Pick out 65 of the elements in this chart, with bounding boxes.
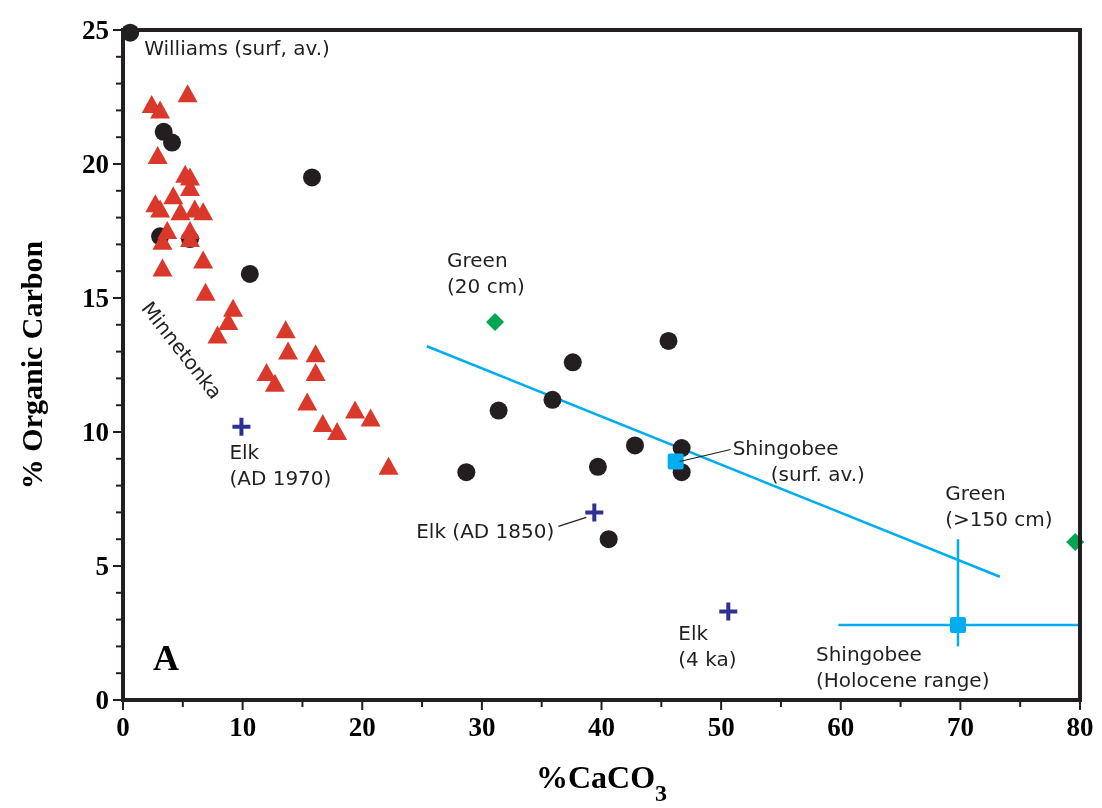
y-tick-label: 20 [82,149,109,180]
x-tick-label: 40 [588,712,615,742]
x-tick-label: 30 [468,712,496,742]
annotation: A [153,638,179,678]
annotation: Elk (AD 1970) [229,439,332,490]
y-tick-label: 25 [82,15,109,46]
y-axis-title: % Organic Carbon [15,240,48,490]
point [360,408,381,427]
point [489,401,508,420]
point [303,168,322,187]
annotation: Williams (surf, av.) [144,35,330,60]
point [147,145,168,164]
y-tick-label: 5 [95,551,109,582]
point [345,400,366,419]
point [667,453,684,470]
y-tick-label: 0 [95,685,109,716]
point [193,202,214,221]
point [583,501,606,524]
x-axis-title: %CaCO$_{3}$ [535,759,668,806]
point [150,100,171,119]
y-tick-label: 10 [82,417,109,448]
point [543,390,562,409]
point [626,436,644,455]
x-tick-label: 50 [707,712,735,742]
point [193,250,214,269]
point [378,456,399,475]
point [150,199,171,218]
x-tick-label: 80 [1066,712,1094,742]
point [152,258,173,277]
x-tick-label: 10 [229,712,257,742]
point [163,186,184,205]
point [457,463,476,482]
point [163,133,182,152]
point [305,363,326,382]
annotation: Elk (4 ka) [678,620,737,671]
x-tick-label: 20 [348,712,376,742]
point [264,373,285,392]
point [327,422,348,440]
annotation: Green (20 cm) [447,248,525,299]
x-tick-label: 70 [946,712,974,742]
annotation: Shingobee (surf. av.) [732,436,865,487]
point [297,392,318,411]
point [588,457,607,476]
x-tick-label: 60 [827,712,855,742]
point [275,320,296,339]
point [278,341,299,360]
y-tick-label: 15 [82,283,109,314]
annotation: Elk (AD 1850) [416,519,555,544]
point [563,353,582,372]
point [223,298,244,317]
point [312,413,333,432]
point [599,530,618,549]
point [486,313,505,332]
annotation: Green (>150 cm) [945,480,1053,531]
x-tick-label: 0 [116,712,130,742]
point [305,344,326,363]
point [230,415,253,438]
point [195,282,216,301]
point [177,84,198,103]
annotation: Shingobee (Holocene range) [815,641,990,692]
point [170,202,191,221]
point [240,264,259,283]
point [949,616,966,633]
point [659,331,678,350]
point [717,600,740,623]
